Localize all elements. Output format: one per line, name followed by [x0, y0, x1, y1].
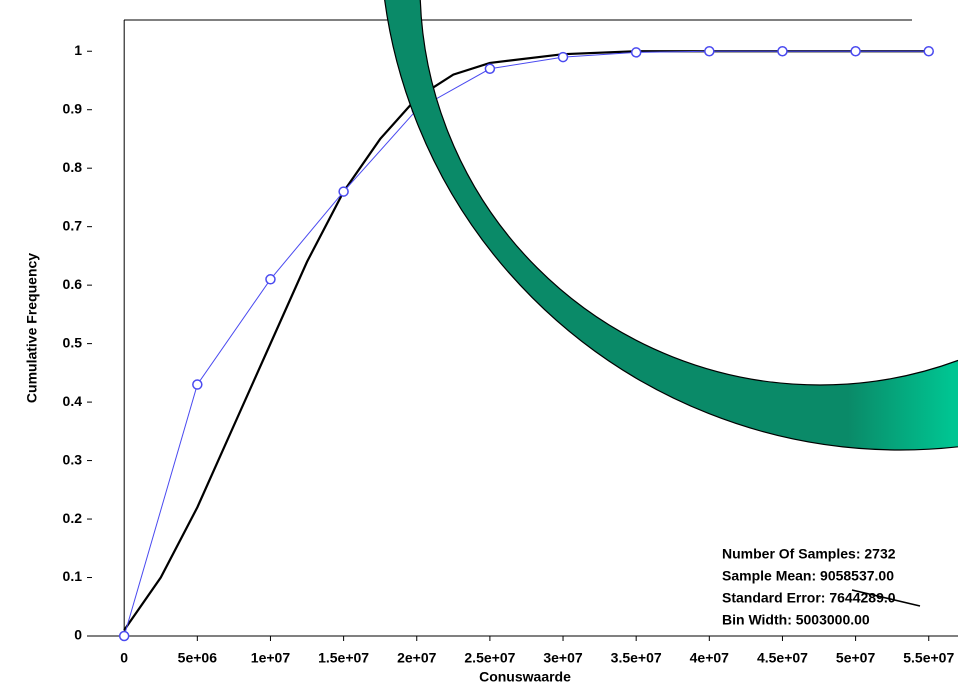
x-tick-label: 4.5e+07 — [757, 650, 808, 666]
data-point — [266, 275, 275, 284]
y-axis-label: Cumulative Frequency — [24, 253, 40, 403]
x-tick-label: 5e+07 — [836, 650, 876, 666]
data-point — [924, 47, 933, 56]
x-tick-label: 2.5e+07 — [464, 650, 515, 666]
data-point — [632, 48, 641, 57]
chart: 0 5e+06 1e+07 1.5e+07 2e+07 2.5e+07 3e+07 3.5e+… — [0, 0, 958, 690]
y-tick-label: 0.7 — [63, 217, 83, 233]
data-point — [339, 187, 348, 196]
y-tick-label: 1 — [74, 42, 82, 58]
x-axis-label: Conuswaarde — [479, 669, 571, 685]
x-tick-label: 3.5e+07 — [611, 650, 662, 666]
y-tick-label: 0.3 — [63, 451, 83, 467]
x-tick-label: 5.5e+07 — [903, 650, 954, 666]
annotation-text: Bin Width: 5003000.00 — [722, 612, 870, 628]
x-tick-label: 3e+07 — [543, 650, 583, 666]
data-point — [193, 380, 202, 389]
data-point — [705, 47, 714, 56]
x-tick-label: 1.5e+07 — [318, 650, 369, 666]
y-tick-label: 0.1 — [63, 568, 83, 584]
annotation-text: Standard Error: 7644289.0 — [722, 590, 896, 606]
data-point — [120, 632, 129, 641]
y-tick-label: 0.9 — [63, 100, 83, 116]
x-tick-label: 5e+06 — [178, 650, 218, 666]
data-point — [559, 53, 568, 62]
x-tick-label: 4e+07 — [690, 650, 730, 666]
y-tick-label: 0.2 — [63, 510, 83, 526]
y-tick-label: 0.6 — [63, 276, 83, 292]
y-tick-label: 0 — [74, 627, 82, 643]
annotation-text: Number Of Samples: 2732 — [722, 546, 896, 562]
y-tick-label: 0.5 — [63, 334, 83, 350]
data-point — [485, 64, 494, 73]
x-tick-label: 0 — [120, 650, 128, 666]
y-tick-label: 0.4 — [63, 393, 83, 409]
series-line — [124, 51, 929, 630]
overlay-crescent — [380, 0, 958, 450]
data-point — [851, 47, 860, 56]
y-tick-label: 0.8 — [63, 159, 83, 175]
x-tick-label: 1e+07 — [251, 650, 291, 666]
data-point — [778, 47, 787, 56]
annotation-text: Sample Mean: 9058537.00 — [722, 568, 894, 584]
annotation-box: Number Of Samples: 2732 Sample Mean: 9058… — [722, 546, 920, 628]
x-tick-label: 2e+07 — [397, 650, 437, 666]
